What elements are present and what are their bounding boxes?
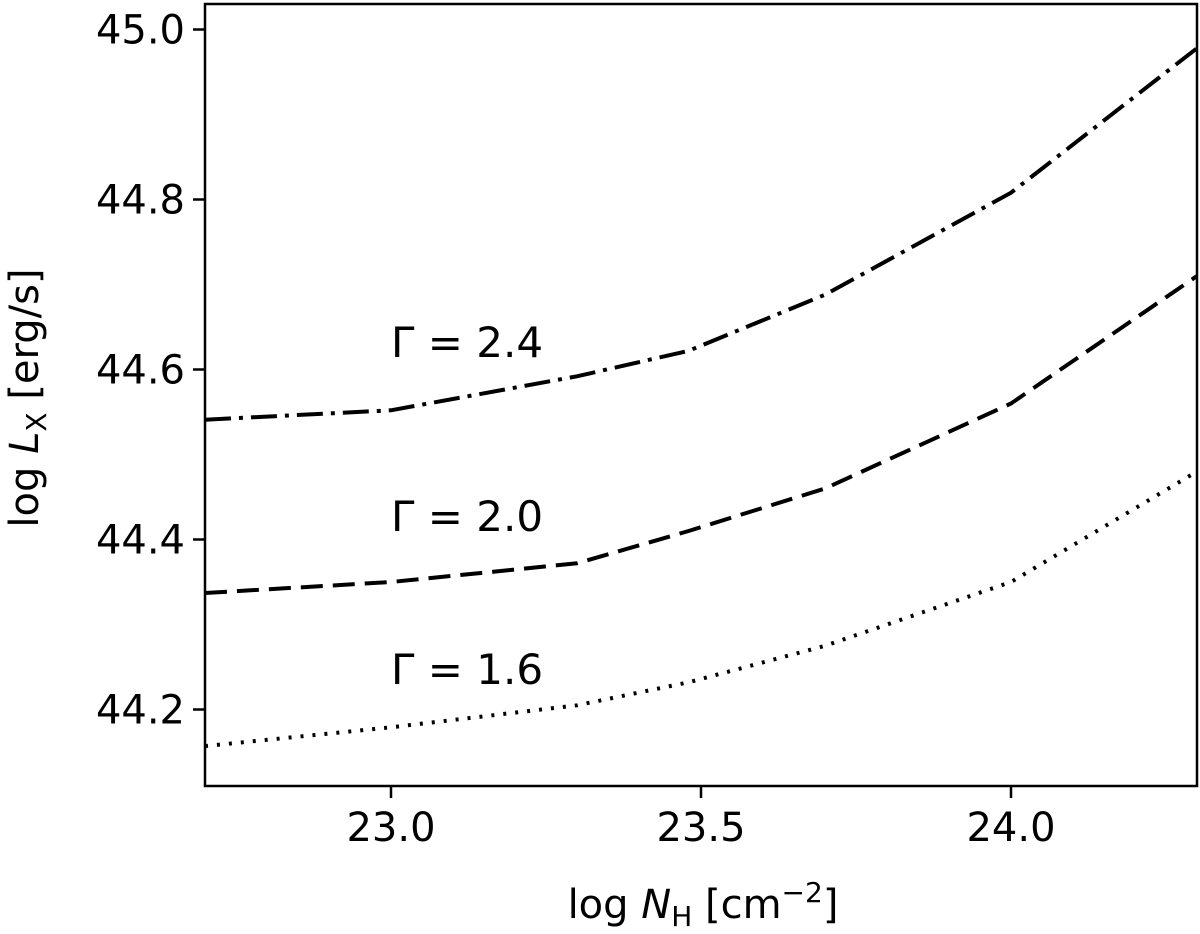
y-tick-label: 44.4 <box>96 518 185 564</box>
series-line-dotted <box>204 469 1199 749</box>
series-line-dashdot <box>204 46 1199 422</box>
x-tick-label: 23.0 <box>346 805 435 851</box>
tick-layer: 23.0 23.5 24.0 44.2 44.4 44.6 44.8 45.0 <box>96 8 1056 852</box>
x-axis-label: log NH [cm−2] <box>568 876 839 933</box>
x-tick-label: 24.0 <box>966 805 1055 851</box>
y-axis-label: log LX [erg/s] <box>2 268 53 527</box>
y-tick-label: 44.8 <box>96 178 185 224</box>
series-line-dashed <box>204 274 1199 595</box>
gamma-annotation: Γ = 1.6 <box>391 645 543 694</box>
y-tick-label: 45.0 <box>96 8 185 54</box>
gamma-annotation: Γ = 2.4 <box>391 318 543 367</box>
plot-frame <box>203 2 1199 788</box>
gamma-annotation: Γ = 2.0 <box>391 492 543 541</box>
x-tick-label: 23.5 <box>656 805 745 851</box>
y-tick-label: 44.6 <box>96 348 185 394</box>
series-layer <box>204 46 1199 749</box>
y-tick-label: 44.2 <box>96 688 185 734</box>
annotation-layer: Γ = 2.4 Γ = 2.0 Γ = 1.6 <box>391 318 543 694</box>
